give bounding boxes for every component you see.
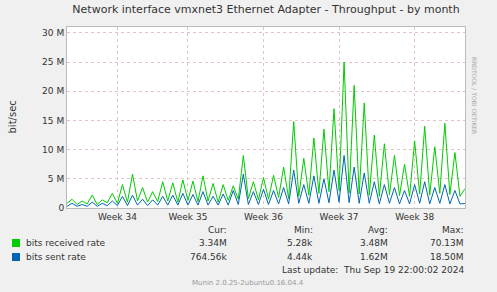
svg-text:bit/sec: bit/sec bbox=[7, 100, 18, 133]
svg-text:RRDTOOL / TOBI OETIKER: RRDTOOL / TOBI OETIKER bbox=[471, 57, 478, 134]
svg-text:Network interface vmxnet3 Ethe: Network interface vmxnet3 Ethernet Adapt… bbox=[72, 3, 459, 16]
svg-text:0: 0 bbox=[58, 203, 64, 213]
svg-text:4.44k: 4.44k bbox=[287, 252, 313, 262]
svg-text:bits sent rate: bits sent rate bbox=[26, 252, 86, 262]
svg-text:25 M: 25 M bbox=[42, 57, 64, 67]
svg-text:Week 37: Week 37 bbox=[320, 212, 359, 222]
svg-text:Cur:: Cur: bbox=[208, 225, 227, 235]
svg-text:3.48M: 3.48M bbox=[360, 238, 388, 248]
svg-text:764.56k: 764.56k bbox=[190, 252, 227, 262]
svg-text:70.13M: 70.13M bbox=[430, 238, 464, 248]
svg-text:Min:: Min: bbox=[294, 225, 313, 235]
svg-text:Avg:: Avg: bbox=[368, 225, 388, 235]
svg-text:bits received rate: bits received rate bbox=[26, 238, 105, 248]
svg-text:18.50M: 18.50M bbox=[430, 252, 464, 262]
svg-text:Week 34: Week 34 bbox=[98, 212, 137, 222]
svg-text:Last update: Thu Sep 19 22:00: Last update: Thu Sep 19 22:00:02 2024 bbox=[282, 265, 464, 275]
svg-text:Max:: Max: bbox=[442, 225, 464, 235]
svg-text:Munin 2.0.25-2ubuntu0.16.04.4: Munin 2.0.25-2ubuntu0.16.04.4 bbox=[192, 279, 304, 287]
svg-text:1.62M: 1.62M bbox=[360, 252, 388, 262]
svg-text:3.34M: 3.34M bbox=[199, 238, 227, 248]
svg-text:15 M: 15 M bbox=[42, 116, 64, 126]
svg-text:5.28k: 5.28k bbox=[287, 238, 313, 248]
svg-text:20 M: 20 M bbox=[42, 86, 64, 96]
svg-text:Week 35: Week 35 bbox=[168, 212, 207, 222]
svg-text:Week 38: Week 38 bbox=[395, 212, 434, 222]
svg-text:5 M: 5 M bbox=[48, 174, 64, 184]
svg-text:30 M: 30 M bbox=[42, 28, 64, 38]
svg-text:10 M: 10 M bbox=[42, 145, 64, 155]
svg-text:Week 36: Week 36 bbox=[244, 212, 283, 222]
